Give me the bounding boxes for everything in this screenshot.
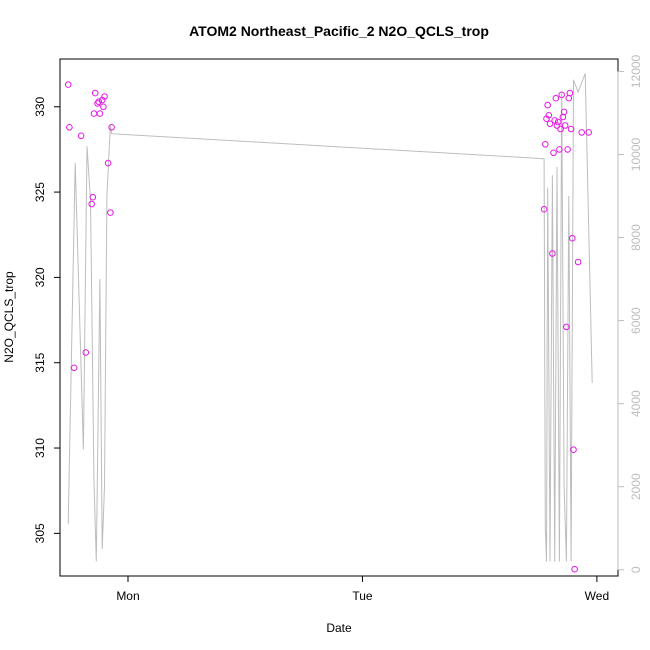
data-point — [542, 141, 549, 148]
data-point — [585, 129, 593, 136]
y2-tick-label: 8000 — [629, 224, 643, 251]
x-tick-label: Tue — [352, 589, 373, 603]
x-tick-label: Mon — [116, 589, 139, 603]
data-point — [107, 209, 114, 216]
data-point — [104, 159, 112, 167]
data-point — [550, 149, 557, 157]
y-tick-label: 330 — [33, 96, 47, 116]
y-axis-right: 0 2000 4000 6000 8000 10000 12000 — [617, 54, 643, 573]
chart-title: ATOM2 Northeast_Pacific_2 N2O_QCLS_trop — [189, 23, 489, 39]
data-point — [553, 122, 561, 129]
data-point — [101, 93, 108, 100]
data-point — [569, 234, 576, 242]
data-point — [558, 91, 566, 99]
data-point — [100, 103, 107, 111]
data-point — [546, 120, 554, 128]
plot-frame — [59, 58, 619, 577]
y2-tick-label: 4000 — [629, 390, 643, 417]
data-point — [91, 89, 99, 97]
data-point — [566, 89, 574, 97]
y2-tick-label: 12000 — [629, 54, 643, 88]
y-tick-label: 310 — [33, 438, 47, 458]
data-point — [564, 146, 571, 153]
data-point — [549, 250, 556, 257]
data-point — [545, 112, 553, 119]
data-point — [563, 323, 570, 331]
data-point — [571, 565, 578, 573]
data-point — [95, 98, 102, 105]
data-point — [554, 118, 562, 126]
data-point — [544, 101, 552, 109]
points-layer — [64, 81, 593, 573]
data-point — [560, 108, 568, 116]
data-point — [561, 122, 569, 129]
data-point — [557, 125, 564, 133]
y-tick-label: 305 — [33, 523, 47, 543]
data-point — [90, 110, 98, 117]
x-tick-label: Wed — [585, 589, 609, 603]
altitude-line — [67, 73, 593, 562]
y-axis-title: N2O_QCLS_trop — [2, 271, 16, 363]
data-point — [578, 129, 586, 136]
data-point — [552, 94, 560, 102]
data-point — [64, 81, 72, 88]
altitude-layer — [67, 73, 593, 562]
data-point — [66, 124, 73, 131]
y2-tick-label: 2000 — [629, 473, 643, 500]
data-point — [540, 205, 548, 213]
y2-tick-label: 10000 — [629, 138, 643, 172]
data-point — [570, 446, 577, 454]
y2-tick-label: 0 — [629, 566, 643, 573]
data-point — [108, 124, 115, 131]
y-tick-label: 325 — [33, 182, 47, 202]
data-point — [567, 125, 575, 133]
data-point — [574, 258, 582, 266]
x-axis: Mon Tue Wed — [116, 576, 609, 603]
y-axis-left: 305 310 315 320 325 330 — [33, 96, 60, 543]
x-axis-title: Date — [326, 621, 352, 635]
data-point — [94, 100, 101, 107]
data-point — [70, 364, 78, 372]
y-tick-label: 315 — [33, 352, 47, 372]
data-point — [82, 349, 90, 356]
data-point — [88, 200, 95, 208]
data-point — [556, 146, 563, 153]
y-tick-label: 320 — [33, 267, 47, 287]
data-point — [77, 132, 85, 140]
y2-tick-label: 6000 — [629, 307, 643, 334]
data-point — [89, 193, 97, 201]
data-point — [96, 110, 104, 117]
